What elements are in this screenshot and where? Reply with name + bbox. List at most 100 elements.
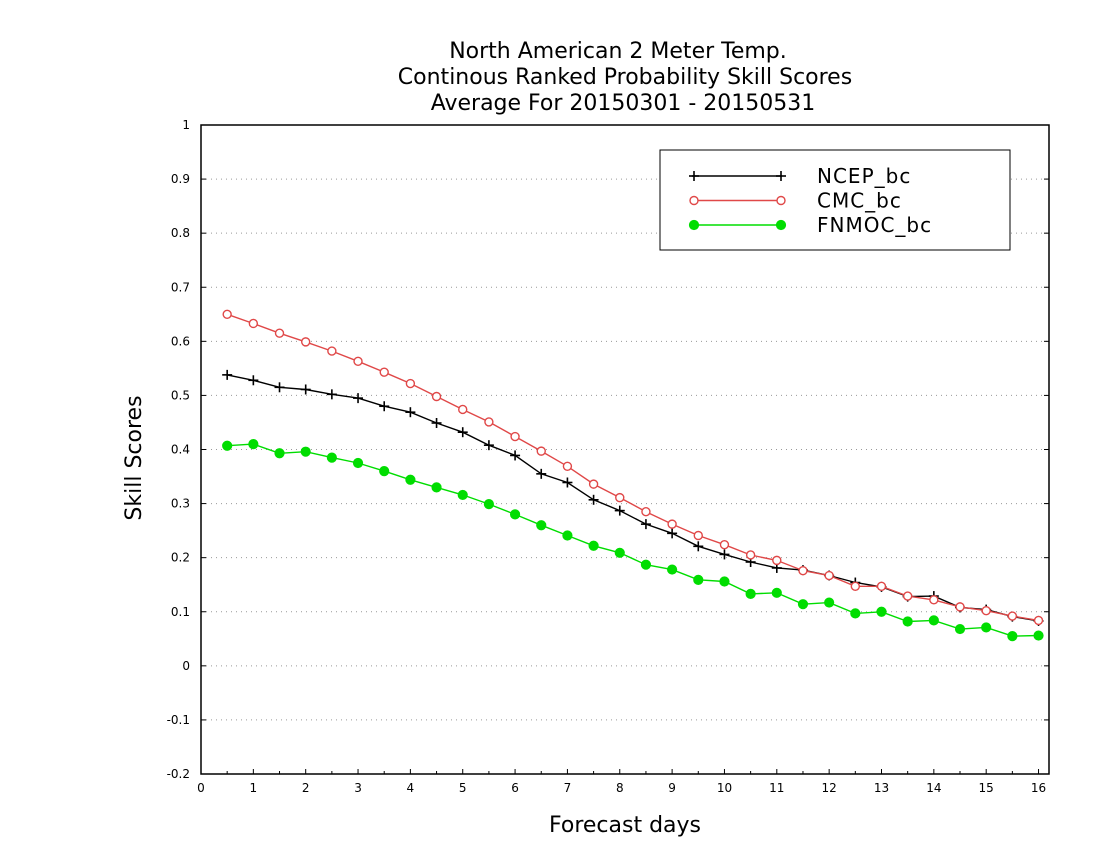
x-tick-label: 3	[354, 781, 362, 795]
y-tick-label: 0.6	[171, 334, 190, 348]
data-point-ncep-bc	[248, 375, 259, 386]
x-tick-label: 5	[459, 781, 467, 795]
legend-marker-cmc-bc	[776, 195, 786, 206]
data-point-cmc-bc	[458, 404, 468, 415]
data-point-cmc-bc	[405, 378, 416, 389]
data-point-fnmoc-bc	[850, 608, 861, 619]
data-point-fnmoc-bc	[876, 606, 887, 617]
x-tick-label: 4	[407, 781, 415, 795]
legend-marker-ncep-bc	[776, 171, 786, 181]
legend-marker-fnmoc-bc	[688, 219, 700, 231]
data-point-cmc-bc	[248, 318, 259, 329]
data-point-fnmoc-bc	[928, 615, 939, 626]
data-point-cmc-bc	[562, 461, 573, 471]
legend-marker-fnmoc-bc	[775, 219, 787, 231]
data-point-cmc-bc	[379, 367, 389, 377]
legend-marker-ncep-bc	[689, 171, 699, 181]
data-point-fnmoc-bc	[954, 623, 966, 635]
title-line-2: Continous Ranked Probability Skill Score…	[398, 65, 852, 90]
y-tick-label: 0.1	[171, 605, 190, 619]
data-point-fnmoc-bc	[902, 616, 913, 627]
y-tick-label: 1	[182, 118, 190, 132]
y-tick-label: 0.4	[171, 443, 190, 457]
data-point-cmc-bc	[1007, 611, 1018, 621]
data-point-cmc-bc	[745, 550, 756, 560]
x-tick-label: 12	[822, 781, 837, 795]
data-point-ncep-bc	[536, 468, 547, 479]
data-point-fnmoc-bc	[483, 499, 495, 510]
x-tick-label: 7	[564, 781, 572, 795]
x-tick-label: 2	[302, 781, 310, 795]
data-point-cmc-bc	[300, 337, 311, 347]
title-line-3: Average For 20150301 - 20150531	[431, 91, 816, 116]
series-layer	[222, 309, 1044, 642]
y-tick-label: 0	[182, 659, 190, 673]
data-point-fnmoc-bc	[536, 520, 547, 531]
data-point-cmc-bc	[667, 519, 677, 529]
grid	[201, 178, 1049, 721]
data-point-ncep-bc	[667, 528, 678, 539]
data-point-fnmoc-bc	[771, 587, 782, 598]
data-point-fnmoc-bc	[300, 446, 311, 457]
data-point-ncep-bc	[457, 427, 468, 438]
data-point-cmc-bc	[798, 565, 808, 576]
series-line-cmc-bc	[226, 313, 1039, 622]
series-line-fnmoc-bc	[227, 443, 1039, 637]
y-tick-label: 0.9	[171, 172, 190, 186]
data-point-fnmoc-bc	[1007, 630, 1018, 642]
data-point-cmc-bc	[484, 417, 494, 427]
ticks: -0.2-0.100.10.20.30.40.50.60.70.80.910 1 2…	[167, 118, 1049, 795]
data-point-cmc-bc	[719, 539, 730, 550]
series-line-ncep-bc	[227, 374, 1039, 622]
data-point-ncep-bc	[222, 369, 233, 380]
x-tick-label: 11	[769, 781, 784, 795]
data-point-cmc-bc	[981, 605, 991, 616]
data-point-ncep-bc	[483, 440, 494, 451]
data-point-ncep-bc	[562, 477, 573, 488]
series-cmc-bc	[222, 309, 1044, 626]
data-point-cmc-bc	[824, 570, 834, 581]
x-tick-label: 0	[197, 781, 205, 795]
data-point-fnmoc-bc	[693, 574, 704, 585]
data-point-cmc-bc	[274, 328, 285, 338]
data-point-fnmoc-bc	[824, 597, 835, 608]
y-tick-label: -0.1	[167, 713, 190, 727]
legend-label-fnmoc-bc: FNMOC_bc	[817, 213, 932, 237]
data-point-cmc-bc	[693, 530, 703, 541]
data-point-ncep-bc	[431, 417, 442, 428]
x-tick-label: 13	[874, 781, 889, 795]
data-point-cmc-bc	[929, 595, 939, 605]
series-ncep-bc	[222, 369, 1044, 626]
title-line-1: North American 2 Meter Temp.	[449, 39, 787, 64]
data-point-fnmoc-bc	[667, 564, 678, 575]
data-point-ncep-bc	[300, 384, 311, 395]
data-point-cmc-bc	[222, 309, 232, 319]
x-tick-label: 8	[616, 781, 624, 795]
chart-title: North American 2 Meter Temp. Continous R…	[398, 39, 852, 116]
data-point-fnmoc-bc	[614, 547, 625, 558]
data-point-fnmoc-bc	[274, 448, 285, 459]
data-point-cmc-bc	[327, 346, 337, 356]
x-axis-label: Forecast days	[549, 813, 701, 838]
x-tick-label: 1	[250, 781, 258, 795]
data-point-fnmoc-bc	[457, 489, 468, 501]
data-point-fnmoc-bc	[405, 474, 416, 485]
x-tick-label: 10	[717, 781, 732, 795]
data-point-ncep-bc	[588, 494, 599, 505]
data-point-cmc-bc	[876, 581, 887, 592]
data-point-cmc-bc	[772, 555, 782, 566]
data-point-ncep-bc	[405, 407, 416, 418]
data-point-ncep-bc	[353, 393, 364, 404]
y-tick-label: 0.3	[171, 497, 190, 511]
legend-label-ncep-bc: NCEP_bc	[817, 164, 911, 188]
x-tick-label: 15	[979, 781, 994, 795]
data-point-cmc-bc	[1033, 615, 1044, 626]
data-point-ncep-bc	[614, 505, 625, 516]
data-point-fnmoc-bc	[509, 509, 521, 520]
data-point-fnmoc-bc	[1033, 630, 1044, 641]
data-point-fnmoc-bc	[719, 576, 730, 587]
data-point-ncep-bc	[510, 450, 521, 461]
data-point-fnmoc-bc	[588, 540, 599, 551]
legend-label-cmc-bc: CMC_bc	[817, 189, 902, 213]
